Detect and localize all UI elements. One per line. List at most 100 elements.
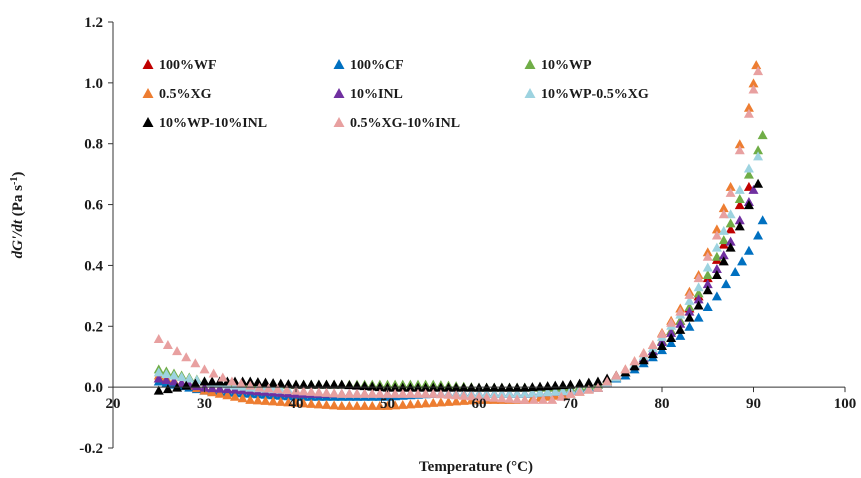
data-point: [313, 399, 324, 409]
data-point: [542, 387, 553, 397]
data-point: [743, 245, 754, 255]
data-point: [281, 384, 292, 394]
data-point: [359, 400, 370, 410]
legend-marker: [142, 117, 154, 127]
y-tick-label: 0.6: [84, 198, 103, 214]
data-point: [199, 364, 210, 374]
data-point: [222, 384, 233, 394]
data-point: [443, 396, 454, 406]
data-point: [711, 251, 722, 261]
data-point: [527, 382, 538, 392]
data-point: [306, 379, 317, 389]
data-point: [666, 327, 677, 337]
x-tick-label: 60: [472, 396, 487, 412]
y-tick-label: 0.2: [84, 319, 103, 335]
data-point: [684, 306, 695, 316]
legend: 100%WF 100%CF 10%WP 0.5%XG 10%INL 10%WP-0.5%X…: [142, 58, 649, 131]
data-point: [519, 388, 530, 398]
data-point: [702, 247, 713, 257]
data-point: [367, 381, 378, 391]
data-point: [693, 300, 704, 310]
x-axis-title: Temperature (°C): [419, 459, 533, 475]
data-point: [481, 392, 492, 402]
legend-label: 100%CF: [350, 58, 404, 73]
data-point: [527, 388, 538, 398]
legend-item: 10%WP: [524, 58, 592, 73]
data-point: [583, 384, 594, 394]
data-point: [693, 294, 704, 304]
data-point: [647, 349, 658, 359]
data-point: [207, 383, 218, 393]
data-point: [535, 387, 545, 397]
legend-item: 0.5%XG-10%INL: [333, 116, 460, 131]
data-point: [743, 102, 754, 112]
data-point: [390, 400, 401, 410]
data-point: [702, 302, 713, 312]
data-point: [397, 388, 408, 398]
data-point: [329, 400, 340, 410]
legend-marker: [524, 59, 536, 69]
data-point: [504, 388, 515, 398]
data-point: [161, 375, 172, 385]
data-point: [428, 397, 439, 407]
y-tick-label: 1.2: [84, 15, 103, 31]
x-tick-label: 90: [746, 396, 761, 412]
data-point: [268, 378, 279, 388]
data-point: [684, 289, 695, 299]
data-point: [413, 398, 423, 408]
data-point: [702, 279, 713, 289]
data-point: [263, 383, 274, 393]
y-tick-label: 0.0: [84, 380, 103, 396]
data-point: [382, 388, 393, 398]
data-point: [162, 384, 173, 394]
y-axis-title-symbol: dG'/dt: [10, 219, 26, 258]
data-point: [538, 394, 549, 404]
data-point: [374, 382, 385, 392]
data-point: [666, 338, 677, 348]
y-tick-label: 0.4: [84, 258, 103, 274]
data-point: [504, 393, 515, 403]
x-tick-label: 100: [834, 396, 857, 412]
data-point: [730, 267, 741, 277]
data-point: [734, 139, 745, 149]
data-point: [161, 368, 172, 378]
data-point: [153, 385, 164, 395]
data-point: [657, 328, 667, 338]
data-point: [268, 396, 279, 406]
data-point: [734, 200, 745, 210]
data-point: [291, 379, 301, 389]
data-point: [753, 145, 764, 155]
legend-marker: [333, 59, 345, 69]
data-point: [725, 181, 736, 191]
legend-label: 0.5%XG-10%INL: [350, 116, 460, 131]
data-point: [638, 348, 649, 358]
data-point: [638, 355, 649, 365]
data-point: [611, 370, 622, 380]
data-point: [321, 379, 332, 389]
data-point: [592, 376, 603, 386]
data-point: [748, 84, 759, 94]
data-point: [374, 388, 385, 398]
data-point: [743, 169, 754, 179]
data-point: [725, 209, 736, 219]
data-point: [359, 381, 370, 391]
legend-item: 10%WP-0.5%XG: [524, 87, 649, 102]
data-point: [725, 242, 736, 252]
data-point: [207, 376, 218, 386]
data-point: [496, 393, 507, 403]
data-point: [405, 399, 416, 409]
y-tick-label: 0.8: [84, 137, 103, 153]
data-point: [236, 378, 247, 388]
series-100%CF: [153, 215, 768, 401]
data-point: [725, 218, 736, 228]
data-point: [367, 400, 378, 410]
x-tick-label: 50: [380, 396, 395, 412]
data-point: [519, 394, 530, 404]
data-point: [260, 395, 271, 405]
data-point: [753, 66, 764, 76]
data-point: [214, 383, 225, 393]
legend-marker: [142, 88, 154, 98]
data-point: [702, 262, 713, 272]
y-tick-label: -0.2: [79, 441, 103, 457]
